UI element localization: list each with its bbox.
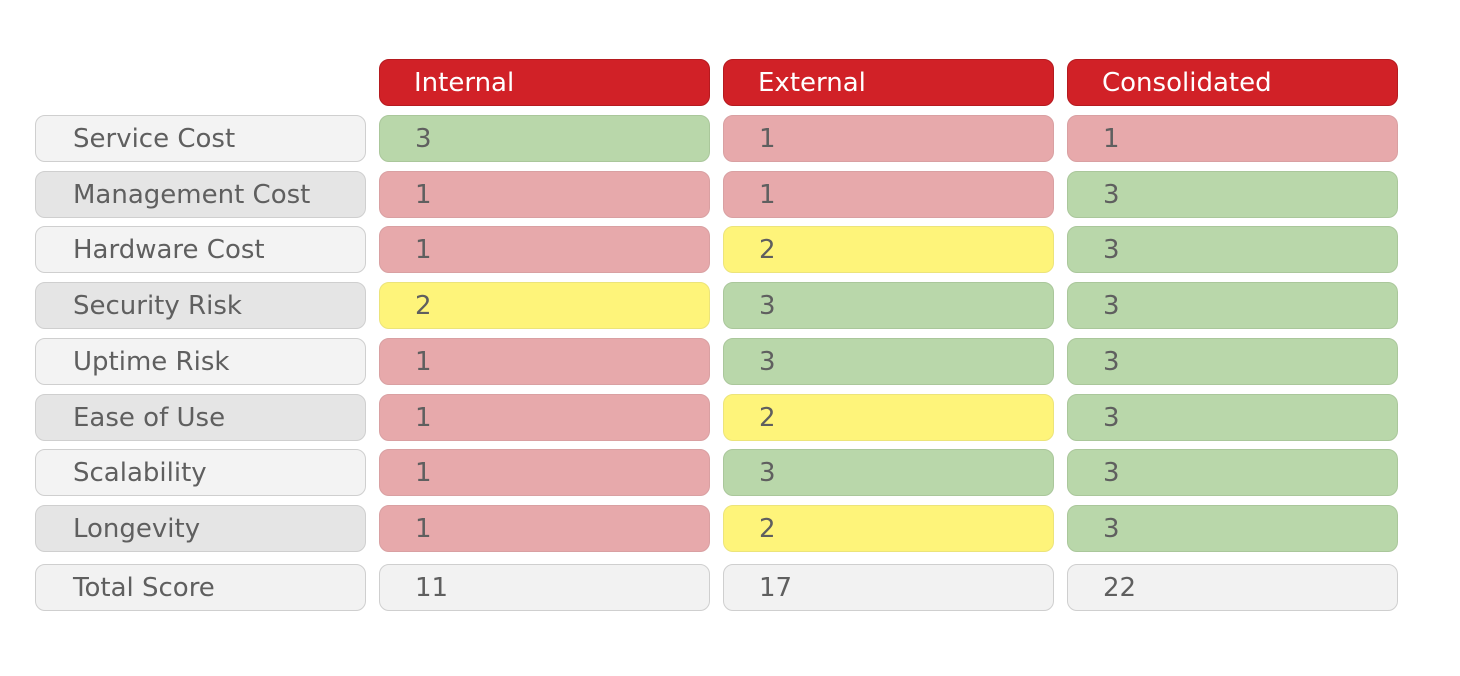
score-cell: 3 xyxy=(723,282,1054,329)
score-cell: 1 xyxy=(723,171,1054,218)
score-cell: 1 xyxy=(379,171,710,218)
total-score-value: 17 xyxy=(723,564,1054,611)
score-cell: 3 xyxy=(723,338,1054,385)
score-cell: 3 xyxy=(379,115,710,162)
score-cell: 1 xyxy=(723,115,1054,162)
score-cell: 3 xyxy=(1067,282,1398,329)
score-cell: 3 xyxy=(1067,449,1398,496)
row-label-service-cost: Service Cost xyxy=(35,115,366,162)
total-score-label: Total Score xyxy=(35,564,366,611)
column-header-external: External xyxy=(723,59,1054,106)
score-cell: 3 xyxy=(1067,505,1398,552)
score-cell: 2 xyxy=(723,505,1054,552)
score-cell: 2 xyxy=(723,226,1054,273)
score-cell: 3 xyxy=(1067,338,1398,385)
row-label-security-risk: Security Risk xyxy=(35,282,366,329)
score-cell: 3 xyxy=(723,449,1054,496)
score-cell: 1 xyxy=(1067,115,1398,162)
row-label-longevity: Longevity xyxy=(35,505,366,552)
score-cell: 3 xyxy=(1067,226,1398,273)
row-label-management-cost: Management Cost xyxy=(35,171,366,218)
score-cell: 2 xyxy=(379,282,710,329)
score-cell: 2 xyxy=(723,394,1054,441)
score-cell: 1 xyxy=(379,449,710,496)
score-cell: 3 xyxy=(1067,394,1398,441)
score-cell: 1 xyxy=(379,338,710,385)
row-label-ease-of-use: Ease of Use xyxy=(35,394,366,441)
column-header-consolidated: Consolidated xyxy=(1067,59,1398,106)
score-cell: 1 xyxy=(379,226,710,273)
row-label-hardware-cost: Hardware Cost xyxy=(35,226,366,273)
total-score-value: 22 xyxy=(1067,564,1398,611)
score-cell: 1 xyxy=(379,505,710,552)
column-header-internal: Internal xyxy=(379,59,710,106)
score-cell: 1 xyxy=(379,394,710,441)
row-label-scalability: Scalability xyxy=(35,449,366,496)
total-score-value: 11 xyxy=(379,564,710,611)
row-label-uptime-risk: Uptime Risk xyxy=(35,338,366,385)
score-cell: 3 xyxy=(1067,171,1398,218)
